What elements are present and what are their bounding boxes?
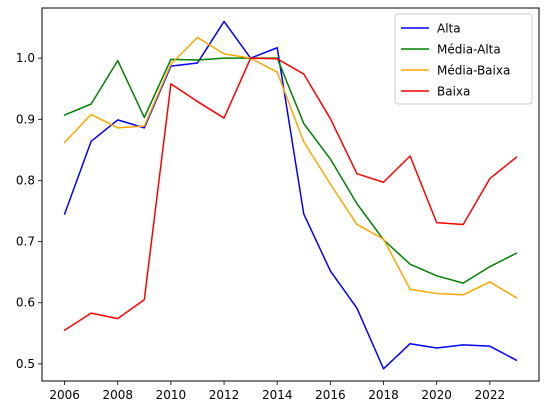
legend-label: Baixa [437,85,470,99]
x-tick-label: 2014 [262,388,293,402]
series-line-m-dia-alta [63,57,518,284]
y-tick-label: 1.0 [16,51,35,65]
x-axis: 2006 2008 2010 2012 2014 2016 2018 2020 2022 [49,381,505,402]
legend-label: Média-Baixa [437,64,510,78]
x-tick-label: 2018 [368,388,399,402]
y-tick-label: 0.5 [16,357,35,371]
y-axis: 0.5 0.6 0.7 0.8 0.9 1.0 [16,51,42,371]
y-tick-label: 0.8 [16,173,35,187]
x-tick-label: 2020 [421,388,452,402]
legend-label: Média-Alta [437,43,501,57]
y-tick-label: 0.6 [16,296,35,310]
y-tick-label: 0.7 [16,235,35,249]
legend-label: Alta [437,22,461,36]
x-tick-label: 2006 [49,388,80,402]
series-line-m-dia-baixa [63,36,518,299]
legend-box [394,13,533,105]
x-tick-label: 2010 [156,388,187,402]
x-tick-label: 2022 [475,388,506,402]
plot-area-frame [41,7,540,382]
x-tick-label: 2016 [315,388,346,402]
y-tick-label: 0.9 [16,112,35,126]
legend: Alta Média-Alta Média-Baixa Baixa [394,13,533,105]
series-line-baixa [63,57,518,332]
series-lines [63,20,518,370]
x-tick-label: 2008 [102,388,133,402]
x-tick-label: 2012 [209,388,240,402]
